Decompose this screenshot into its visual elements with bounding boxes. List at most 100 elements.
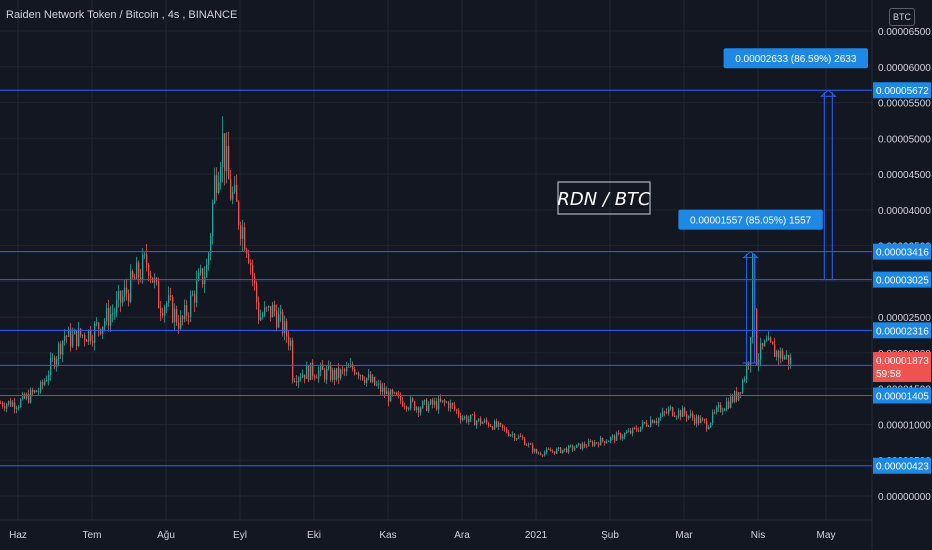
candle-body: [248, 253, 250, 263]
candle-body: [780, 350, 782, 359]
candle-body: [82, 334, 84, 336]
candle: [412, 397, 414, 403]
candle: [382, 382, 384, 396]
candle: [518, 434, 520, 439]
candle-body: [340, 369, 342, 379]
candle: [80, 328, 82, 338]
candle: [214, 167, 216, 205]
candle-body: [208, 253, 210, 265]
candle: [342, 366, 344, 375]
candle-body: [316, 377, 318, 379]
candle: [532, 442, 534, 454]
candle: [240, 221, 242, 246]
candle: [46, 375, 48, 382]
candle-body: [674, 415, 676, 417]
candle-body: [146, 254, 148, 265]
candle: [704, 418, 706, 424]
candle: [664, 410, 666, 417]
candle-body: [642, 422, 644, 427]
candle-body: [506, 428, 508, 433]
candle-body: [556, 448, 558, 454]
candle-body: [144, 254, 146, 256]
candle-body: [590, 441, 592, 442]
candle: [244, 222, 246, 251]
candle-body: [712, 412, 714, 423]
candle: [138, 260, 140, 285]
candle: [642, 419, 644, 430]
candle: [482, 421, 484, 425]
candle-body: [750, 337, 752, 366]
candle-body: [560, 447, 562, 453]
candle: [258, 296, 260, 325]
candle: [26, 392, 28, 401]
candle-body: [678, 410, 680, 417]
candle-body: [12, 402, 14, 407]
candle-body: [70, 328, 72, 347]
candle-body: [748, 363, 750, 366]
candle: [662, 407, 664, 417]
candle: [250, 259, 252, 275]
candle-body: [256, 283, 258, 302]
candle: [206, 258, 208, 278]
candle: [484, 418, 486, 424]
candle-body: [570, 445, 572, 447]
candle-body: [430, 399, 432, 405]
candle-body: [186, 304, 188, 316]
candle-body: [182, 316, 184, 320]
candle: [324, 367, 326, 383]
currency-tag[interactable]: BTC: [889, 8, 915, 26]
candle-body: [110, 314, 112, 326]
candle-body: [438, 398, 440, 410]
candle-body: [36, 390, 38, 393]
candle-body: [270, 305, 272, 318]
candle: [466, 414, 468, 424]
candle-body: [672, 407, 674, 416]
candle: [402, 397, 404, 408]
candle: [120, 290, 122, 313]
candle: [584, 441, 586, 449]
candle-body: [444, 400, 446, 403]
symbol-name: Raiden Network Token / Bitcoin: [6, 9, 159, 21]
candle-body: [630, 430, 632, 434]
candle-body: [318, 370, 320, 379]
candle-body: [58, 343, 60, 359]
candle-body: [656, 420, 658, 424]
candle-body: [218, 182, 220, 194]
candle-body: [636, 428, 638, 431]
candle-body: [516, 438, 518, 440]
candle: [166, 300, 168, 314]
range-measurement: 0.00001557 (85.05%) 1557: [678, 209, 823, 364]
candle-body: [236, 184, 238, 202]
candle: [184, 299, 186, 323]
level-price-label: 0.00002316: [873, 322, 931, 339]
candle: [564, 448, 566, 452]
candle: [648, 424, 650, 427]
candle-body: [228, 146, 230, 180]
candle-body: [330, 365, 332, 380]
candle: [676, 415, 678, 420]
candle: [228, 131, 230, 180]
candle-body: [490, 426, 492, 428]
candle-body: [492, 426, 494, 430]
candle-body: [462, 418, 464, 420]
level-price-label: 0.00005672: [873, 82, 931, 99]
candle: [170, 287, 172, 301]
level-price-label: 0.00000423: [873, 457, 931, 474]
candle: [82, 334, 84, 339]
candle: [410, 396, 412, 411]
candle: [700, 415, 702, 424]
candle-body: [504, 427, 506, 429]
price-tick-label: 0.00001000: [878, 420, 931, 431]
candle: [494, 419, 496, 431]
candle-body: [604, 440, 606, 444]
candle: [428, 401, 430, 413]
candle-body: [322, 364, 324, 370]
candle-body: [732, 396, 734, 402]
candle-body: [458, 410, 460, 416]
candle-body: [782, 350, 784, 360]
candle: [302, 369, 304, 379]
candle: [88, 329, 90, 345]
candle: [210, 232, 212, 261]
